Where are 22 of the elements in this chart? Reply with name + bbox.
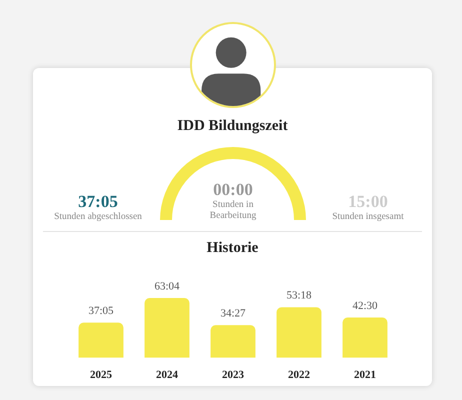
x-tick-label: 2023 (222, 369, 244, 382)
bar (342, 318, 388, 358)
data-label: 63:04 (154, 280, 180, 292)
x-tick-label: 2025 (90, 369, 112, 382)
bar (78, 322, 124, 358)
data-label: 34:27 (220, 308, 246, 320)
text: Stunden abgeschlossen (53, 212, 143, 223)
bar (276, 307, 322, 358)
bar (144, 298, 190, 358)
x-tick-label: 2022 (288, 369, 310, 382)
data-label: 53:18 (286, 290, 312, 302)
x-tick-label: 2024 (156, 369, 178, 382)
text: 00:00 (212, 180, 254, 200)
x-tick-label: 2021 (354, 369, 376, 382)
text: 37:05 (77, 192, 119, 212)
data-label: 42:30 (352, 300, 378, 312)
text: IDD Bildungszeit (176, 118, 289, 135)
bar (210, 325, 256, 358)
text: Stunden in Bearbeitung (208, 200, 258, 222)
text: Stunden insgesamt (331, 212, 405, 223)
chart-title: Historie (206, 240, 260, 257)
data-label: 37:05 (88, 305, 114, 318)
